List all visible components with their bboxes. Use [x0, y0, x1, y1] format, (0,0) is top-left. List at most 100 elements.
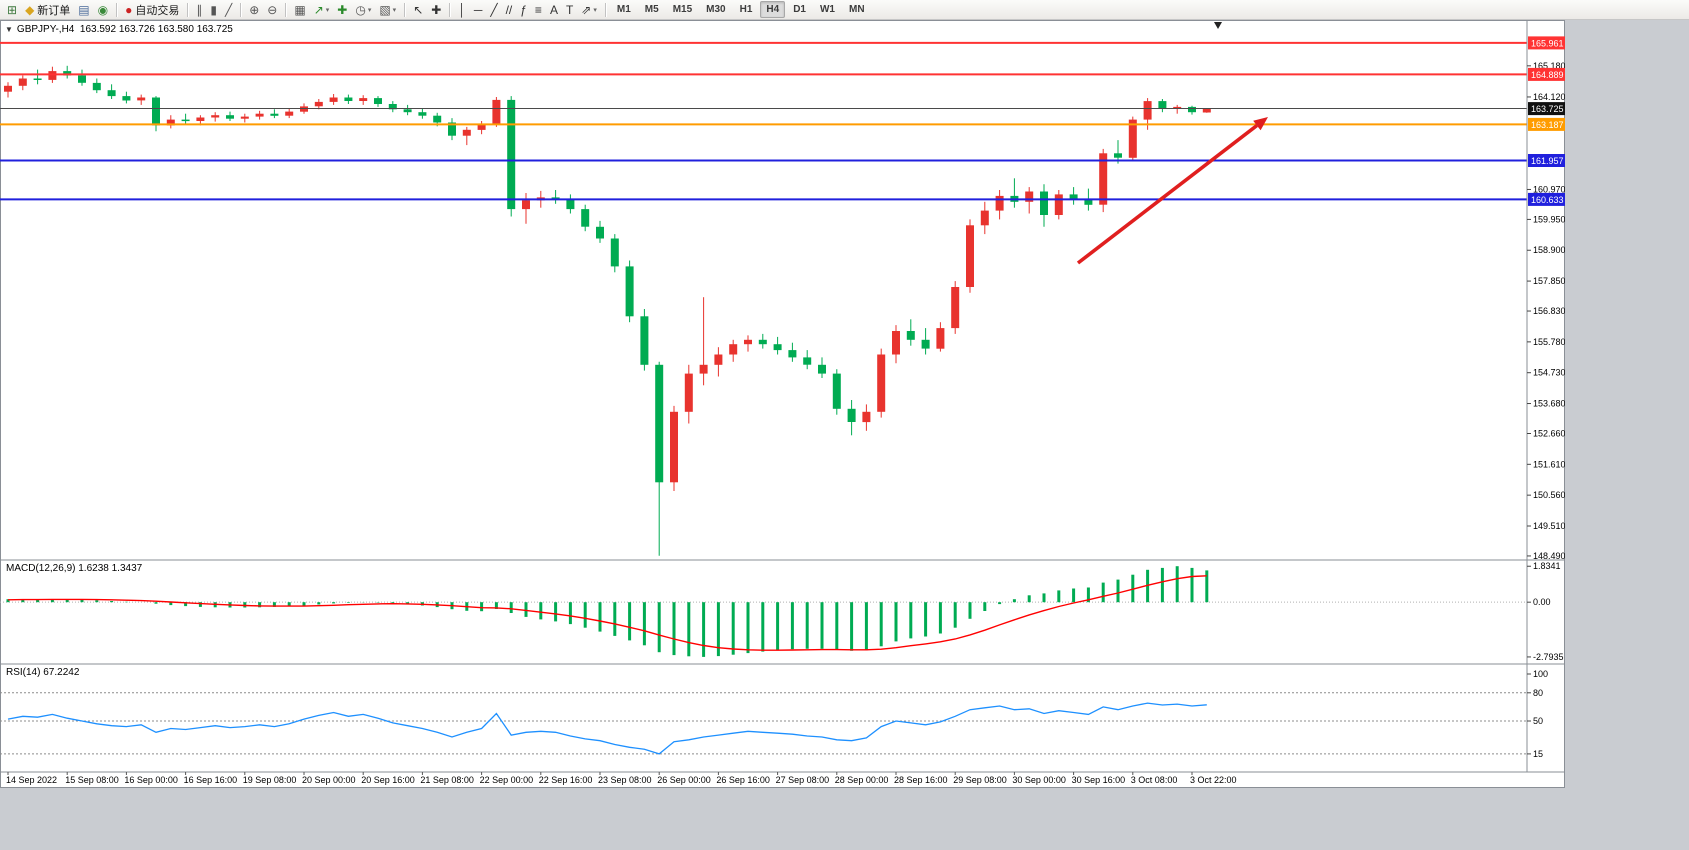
- price-axis[interactable]: 165.180 164.120 160.970 159.950 158.900 157.8…: [1526, 20, 1565, 772]
- bar-chart-icon: ∥: [196, 2, 203, 17]
- text-label-icon: T: [565, 2, 574, 17]
- svg-text:26 Sep 16:00: 26 Sep 16:00: [716, 775, 770, 785]
- add-indicator-button[interactable]: ✚: [334, 1, 350, 19]
- crosshair-button[interactable]: ✚: [428, 1, 444, 19]
- auto-trading-button[interactable]: ● 自动交易: [122, 1, 182, 19]
- time-axis[interactable]: 14 Sep 2022 15 Sep 08:00 16 Sep 00:00 16 Se…: [0, 771, 1565, 785]
- zoom-out-button[interactable]: ⊖: [264, 1, 280, 19]
- svg-text:158.900: 158.900: [1533, 245, 1565, 255]
- svg-text:154.730: 154.730: [1533, 368, 1565, 378]
- candlestick-chart-button[interactable]: ▮: [207, 1, 220, 19]
- candlestick-chart-icon: ▮: [210, 2, 217, 17]
- current-bar-marker: [1214, 22, 1222, 29]
- arrows-dropdown-icon[interactable]: ▾: [593, 6, 597, 14]
- auto-trading-label: 自动交易: [135, 4, 180, 17]
- chart-canvas[interactable]: 14 Sep 2022 15 Sep 08:00 16 Sep 00:00 16 Se…: [0, 20, 1565, 788]
- chart-collapse-button[interactable]: ▼: [5, 25, 13, 34]
- shapes-button[interactable]: ≡: [532, 1, 545, 19]
- market-watch-button[interactable]: ▤: [75, 1, 92, 19]
- add-indicator-icon: ✚: [337, 2, 348, 17]
- new-order-icon: ◆: [25, 2, 35, 17]
- indicators-dropdown-icon[interactable]: ▾: [325, 6, 330, 14]
- bar-chart-button[interactable]: ∥: [193, 1, 205, 19]
- svg-text:23 Sep 08:00: 23 Sep 08:00: [598, 775, 652, 785]
- toolbar: ⊞ ◆ 新订单 ▤ ◉ ● 自动交易 ∥ ▮ ╱ ⊕ ⊖ ▦ ↗ ▾ ✚ ◷ ▾ ▧ ▾ ↖ ✚ │ ─ ╱//ƒ ≡ A T ⇗ ▾ M1…: [0, 0, 1689, 20]
- channel-button[interactable]: //: [503, 1, 516, 19]
- tile-windows-icon: ▦: [294, 2, 306, 17]
- toolbar-separator: [404, 2, 406, 17]
- svg-text:152.660: 152.660: [1533, 428, 1565, 438]
- timeframe-m30-button[interactable]: M30: [706, 4, 726, 15]
- price-label-160.633: [1528, 192, 1565, 206]
- price-label-165.961: [1528, 36, 1565, 50]
- templates-dropdown-icon[interactable]: ▾: [392, 6, 397, 14]
- horizontal-line-button[interactable]: ─: [471, 1, 486, 19]
- fibonacci-button[interactable]: ƒ: [517, 1, 530, 19]
- chart-background: [0, 20, 1565, 788]
- svg-text:19 Sep 08:00: 19 Sep 08:00: [243, 775, 297, 785]
- svg-text:149.510: 149.510: [1533, 521, 1565, 531]
- indicators-button[interactable]: ↗ ▾: [311, 1, 333, 19]
- svg-text:150.560: 150.560: [1533, 490, 1565, 500]
- chart-title-text: GBPJPY-,H4 163.592 163.726 163.580 163.7…: [16, 24, 233, 35]
- cursor-button[interactable]: ↖: [410, 1, 426, 19]
- timeframe-m5-button[interactable]: M5: [644, 4, 659, 15]
- new-order-button[interactable]: ◆ 新订单: [22, 1, 73, 19]
- timeframe-h1-button[interactable]: H1: [739, 4, 753, 15]
- svg-text:28 Sep 00:00: 28 Sep 00:00: [835, 775, 889, 785]
- tile-windows-button[interactable]: ▦: [291, 1, 308, 19]
- svg-text:30 Sep 16:00: 30 Sep 16:00: [1072, 775, 1126, 785]
- timeframe-w1-button[interactable]: W1: [819, 4, 835, 15]
- svg-text:159.950: 159.950: [1533, 214, 1565, 224]
- svg-text:1.8341: 1.8341: [1533, 561, 1561, 571]
- timeframe-m1-button[interactable]: M1: [616, 4, 631, 15]
- arrows-button[interactable]: ⇗ ▾: [578, 1, 600, 19]
- zoom-in-icon: ⊕: [249, 2, 260, 17]
- svg-text:14 Sep 2022: 14 Sep 2022: [6, 775, 57, 785]
- zoom-in-button[interactable]: ⊕: [246, 1, 262, 19]
- timeframe-h4-button[interactable]: H4: [760, 1, 786, 18]
- data-window-button[interactable]: ◉: [95, 1, 111, 19]
- svg-text:20 Sep 00:00: 20 Sep 00:00: [302, 775, 356, 785]
- data-window-icon: ◉: [97, 2, 109, 17]
- periods-dropdown-icon[interactable]: ▾: [367, 6, 372, 14]
- candlesticks: [4, 65, 1211, 556]
- timeframe-d1-button[interactable]: D1: [793, 4, 806, 15]
- periods-icon: ◷: [355, 2, 366, 17]
- channel-icon: //: [505, 2, 513, 17]
- vertical-line-button[interactable]: │: [455, 1, 469, 19]
- indicators-icon: ↗: [313, 2, 324, 17]
- svg-text:15: 15: [1533, 749, 1543, 759]
- svg-text:155.780: 155.780: [1533, 337, 1565, 347]
- vertical-line-icon: │: [458, 2, 466, 17]
- timeframe-mn-button[interactable]: MN: [848, 4, 865, 15]
- market-watch-icon: ▤: [78, 2, 90, 17]
- price-label-164.889: [1528, 67, 1565, 81]
- rsi-line: [7, 702, 1207, 755]
- text-button[interactable]: A: [547, 1, 561, 19]
- timeframe-m15-button[interactable]: M15: [672, 4, 693, 15]
- line-chart-icon: ╱: [224, 2, 233, 17]
- periods-button[interactable]: ◷ ▾: [352, 1, 374, 19]
- svg-text:22 Sep 00:00: 22 Sep 00:00: [480, 775, 534, 785]
- chart-title: ▼ GBPJPY-,H4 163.592 163.726 163.580 163…: [5, 24, 233, 35]
- text-icon: A: [549, 2, 558, 17]
- text-label-button[interactable]: T: [563, 1, 576, 19]
- svg-text:28 Sep 16:00: 28 Sep 16:00: [894, 775, 948, 785]
- svg-text:100: 100: [1533, 669, 1548, 679]
- svg-text:0.00: 0.00: [1533, 597, 1551, 607]
- templates-button[interactable]: ▧ ▾: [376, 1, 399, 19]
- svg-text:16 Sep 00:00: 16 Sep 00:00: [124, 775, 178, 785]
- svg-text:27 Sep 08:00: 27 Sep 08:00: [776, 775, 830, 785]
- trendline-button[interactable]: ╱: [487, 1, 500, 19]
- svg-text:148.490: 148.490: [1533, 551, 1565, 561]
- svg-text:26 Sep 00:00: 26 Sep 00:00: [657, 775, 711, 785]
- trend-arrow-line[interactable]: [1076, 124, 1258, 265]
- svg-text:3 Oct 08:00: 3 Oct 08:00: [1131, 775, 1178, 785]
- new-chart-button[interactable]: ⊞: [4, 1, 20, 19]
- line-chart-button[interactable]: ╱: [222, 1, 235, 19]
- svg-text:157.850: 157.850: [1533, 276, 1565, 286]
- svg-text:50: 50: [1533, 716, 1543, 726]
- rsi-panel: [0, 692, 1527, 755]
- svg-text:16 Sep 16:00: 16 Sep 16:00: [184, 775, 238, 785]
